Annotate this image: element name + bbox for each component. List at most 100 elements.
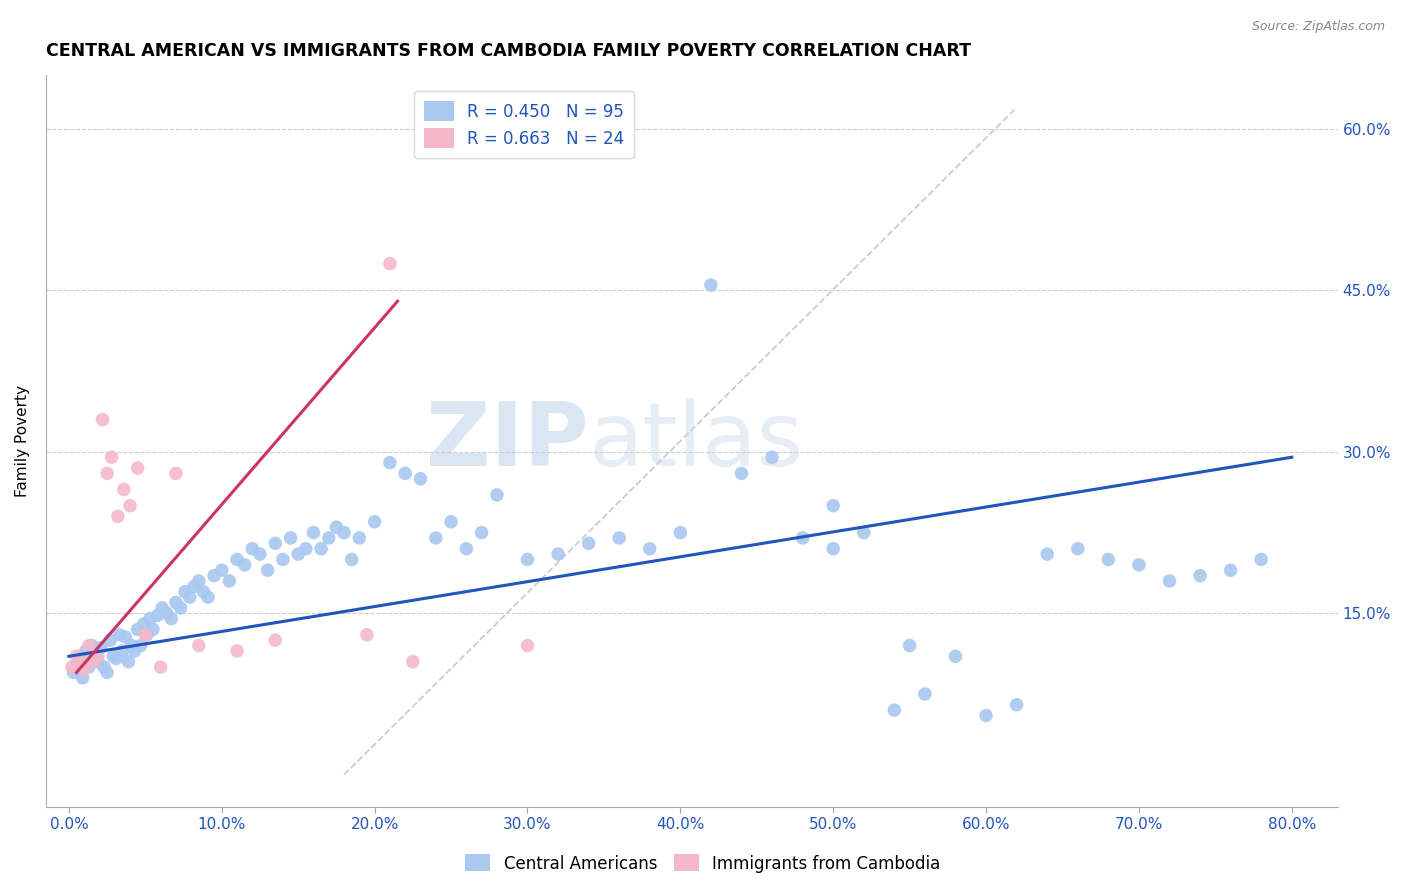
Point [349,531,371,545]
Point [226,552,249,566]
Legend: Central Americans, Immigrants from Cambodia: Central Americans, Immigrants from Cambo… [458,847,948,880]
Point [118,499,141,513]
Y-axis label: Family Poverty: Family Poverty [15,385,30,497]
Point [730,467,752,481]
Point [117,655,139,669]
Point [80,639,103,653]
Point [792,531,814,545]
Point [72,671,94,685]
Point [135,628,157,642]
Point [1067,541,1090,556]
Point [69,651,91,665]
Point [103,649,125,664]
Text: Source: ZipAtlas.com: Source: ZipAtlas.com [1251,20,1385,33]
Point [1036,547,1059,561]
Point [82,655,104,669]
Point [77,639,100,653]
Point [363,515,385,529]
Point [75,644,97,658]
Point [134,628,156,642]
Point [77,660,100,674]
Point [1128,558,1150,572]
Point [100,450,122,465]
Point [1189,568,1212,582]
Point [333,525,356,540]
Point [108,628,131,642]
Point [73,662,96,676]
Point [1219,563,1241,577]
Point [83,649,105,664]
Point [264,633,287,648]
Point [127,461,149,475]
Point [142,623,165,637]
Text: atlas: atlas [589,398,804,484]
Point [240,541,263,556]
Point [1097,552,1119,566]
Point [302,525,325,540]
Point [165,595,187,609]
Point [378,256,401,270]
Point [90,640,112,655]
Point [174,584,197,599]
Point [700,278,723,293]
Point [356,628,378,642]
Point [187,639,209,653]
Point [309,541,332,556]
Point [256,563,278,577]
Point [87,649,110,664]
Point [295,541,318,556]
Point [425,531,447,545]
Point [112,483,135,497]
Point [516,552,538,566]
Point [150,600,173,615]
Point [325,520,347,534]
Point [93,660,115,674]
Point [156,607,179,621]
Point [98,633,121,648]
Point [1005,698,1028,712]
Point [179,590,201,604]
Legend: R = 0.450   N = 95, R = 0.663   N = 24: R = 0.450 N = 95, R = 0.663 N = 24 [413,91,634,158]
Point [914,687,936,701]
Point [107,509,129,524]
Text: CENTRAL AMERICAN VS IMMIGRANTS FROM CAMBODIA FAMILY POVERTY CORRELATION CHART: CENTRAL AMERICAN VS IMMIGRANTS FROM CAMB… [46,42,972,60]
Point [823,541,845,556]
Point [271,552,294,566]
Point [111,644,134,658]
Point [165,467,187,481]
Point [202,568,225,582]
Point [60,660,83,674]
Point [187,574,209,588]
Point [121,639,143,653]
Point [547,547,569,561]
Point [378,456,401,470]
Point [669,525,692,540]
Point [485,488,508,502]
Point [160,612,183,626]
Point [197,590,219,604]
Point [62,665,84,680]
Point [440,515,463,529]
Point [318,531,340,545]
Point [226,644,249,658]
Point [402,655,425,669]
Point [974,708,997,723]
Point [124,644,146,658]
Point [211,563,233,577]
Point [456,541,478,556]
Point [945,649,967,664]
Point [471,525,494,540]
Point [87,655,110,669]
Point [394,467,416,481]
Point [146,608,169,623]
Point [114,630,136,644]
Point [280,531,302,545]
Point [264,536,287,550]
Point [823,499,845,513]
Point [169,600,191,615]
Point [65,657,87,672]
Point [233,558,256,572]
Point [852,525,875,540]
Point [1159,574,1181,588]
Point [105,651,128,665]
